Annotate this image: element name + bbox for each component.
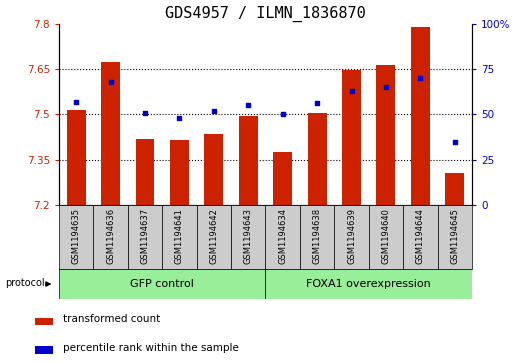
Point [450,139,459,144]
Bar [67,110,86,205]
Point [175,115,184,121]
Bar [438,205,472,269]
Bar [411,26,430,205]
Bar [162,205,196,269]
Title: GDS4957 / ILMN_1836870: GDS4957 / ILMN_1836870 [165,6,366,22]
Text: GSM1194645: GSM1194645 [450,208,459,264]
Bar [128,205,162,269]
Text: GSM1194644: GSM1194644 [416,208,425,264]
Bar [377,65,396,205]
Bar [59,205,93,269]
Bar [403,205,438,269]
Text: GSM1194638: GSM1194638 [312,208,322,264]
Point [244,102,252,108]
Bar [35,346,53,354]
Text: protocol: protocol [5,277,44,287]
Text: GSM1194634: GSM1194634 [278,208,287,264]
Bar [273,152,292,205]
Point [72,99,81,105]
Text: percentile rank within the sample: percentile rank within the sample [63,343,239,352]
Bar [196,205,231,269]
Text: GSM1194636: GSM1194636 [106,208,115,264]
Point [141,110,149,115]
Bar [369,205,403,269]
Text: GFP control: GFP control [130,279,194,289]
Text: GSM1194637: GSM1194637 [141,208,149,264]
Text: GSM1194641: GSM1194641 [175,208,184,264]
Text: transformed count: transformed count [63,314,160,324]
Point [313,101,321,106]
Bar [59,269,266,299]
Text: FOXA1 overexpression: FOXA1 overexpression [306,279,431,289]
Point [279,111,287,117]
Bar [101,62,120,205]
Point [382,84,390,90]
Point [416,75,424,81]
Bar [35,318,53,325]
Bar [265,205,300,269]
Bar [265,269,472,299]
Point [347,88,356,94]
Point [107,79,115,85]
Bar [300,205,334,269]
Bar [342,70,361,205]
Bar [334,205,369,269]
Bar [135,139,154,205]
Text: GSM1194643: GSM1194643 [244,208,253,264]
Bar [170,140,189,205]
Point [210,108,218,114]
Text: GSM1194642: GSM1194642 [209,208,219,264]
Bar [445,174,464,205]
Text: GSM1194639: GSM1194639 [347,208,356,264]
Text: GSM1194640: GSM1194640 [382,208,390,264]
Text: GSM1194635: GSM1194635 [72,208,81,264]
Bar [231,205,266,269]
Bar [239,116,258,205]
Bar [308,113,327,205]
Bar [93,205,128,269]
Bar [204,134,223,205]
